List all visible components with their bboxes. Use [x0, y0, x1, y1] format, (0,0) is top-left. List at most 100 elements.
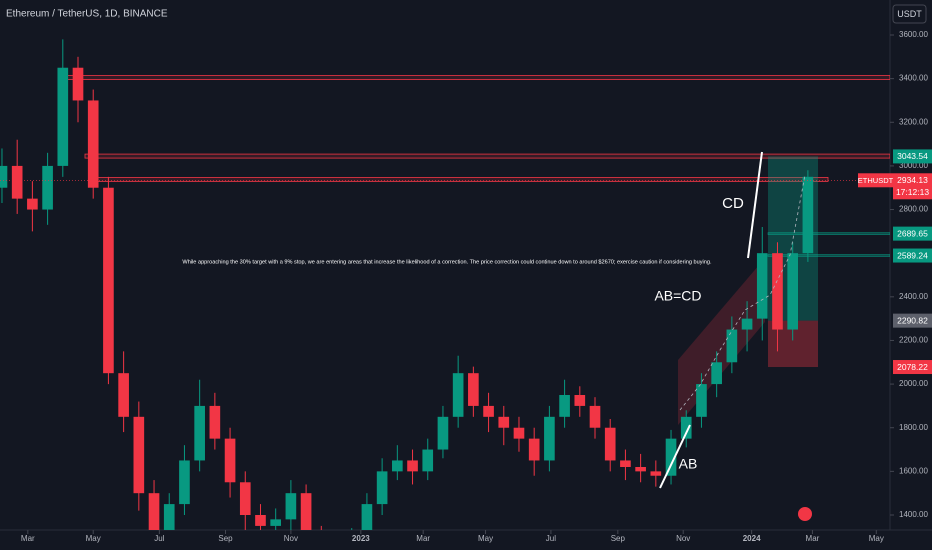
y-tick-label: 3200.00	[899, 117, 928, 126]
price-marker	[893, 149, 932, 164]
x-tick-label: Sep	[611, 534, 626, 543]
candle-body	[118, 373, 129, 417]
y-tick-label: 2400.00	[899, 292, 928, 301]
candle-body	[513, 427, 525, 439]
candle-body	[0, 165, 8, 188]
x-tick-label: May	[478, 534, 493, 543]
countdown: 17:12:13	[896, 187, 929, 197]
candle-body	[270, 519, 282, 526]
candle-body	[620, 460, 631, 467]
y-tick-label: 2000.00	[899, 379, 928, 388]
price-marker-label: 3043.54	[897, 151, 928, 161]
currency: USDT	[897, 9, 922, 19]
y-tick-label: 2800.00	[899, 205, 928, 214]
x-tick-label: Nov	[676, 534, 690, 543]
path-projection	[679, 174, 806, 411]
candle-body	[741, 318, 753, 330]
event-icon[interactable]	[798, 507, 812, 521]
x-tick-label: Mar	[416, 534, 430, 543]
price-marker	[893, 226, 932, 241]
candle-body	[361, 504, 373, 530]
price-marker	[893, 360, 932, 375]
level	[84, 153, 890, 159]
x-tick-label: Mar	[806, 534, 820, 543]
candle-body	[574, 395, 586, 406]
candle-body	[604, 427, 616, 461]
x-tick-label: May	[869, 534, 884, 543]
level	[64, 75, 890, 80]
price-marker	[893, 248, 932, 263]
candle-body	[285, 493, 297, 520]
candle-body	[300, 493, 312, 530]
candle-body	[133, 416, 145, 494]
annotation: CD	[722, 195, 744, 212]
candle-body	[665, 438, 677, 476]
candle-body	[498, 416, 510, 428]
candle-body	[635, 467, 646, 472]
y-tick-label: 2200.00	[899, 336, 928, 345]
candle-body	[528, 438, 540, 461]
candle-body	[787, 253, 799, 330]
y-tick-label: 3600.00	[899, 30, 928, 39]
x-tick-label: Jul	[546, 534, 556, 543]
candle-body	[559, 395, 570, 417]
level	[96, 177, 829, 182]
x-tick-label: Mar	[21, 534, 35, 543]
price-marker-label: 2078.22	[897, 362, 928, 372]
candle-body	[72, 67, 84, 101]
candle-body	[179, 460, 190, 505]
candle-body	[148, 493, 160, 530]
y-tick-label: 1400.00	[899, 510, 928, 519]
plot	[0, 39, 890, 530]
candle-body	[650, 471, 662, 476]
candle-body	[468, 373, 479, 406]
candle-body	[756, 253, 768, 319]
symbol: ETHUSDT	[858, 176, 894, 185]
note: While approaching the 30% target with a …	[182, 259, 712, 265]
candle-body	[772, 253, 783, 330]
candle-body	[42, 165, 53, 210]
last-price-box	[893, 173, 932, 200]
candle-body	[209, 405, 221, 439]
x-tick-label: May	[86, 534, 101, 543]
chart-title: Ethereum / TetherUS, 1D, BINANCE	[6, 9, 168, 20]
channel	[678, 258, 765, 425]
candle-body	[680, 416, 692, 439]
pattern-line	[659, 424, 691, 489]
price-marker-label: 2589.24	[897, 250, 928, 260]
candle-body	[27, 198, 38, 210]
candle-body	[544, 416, 555, 461]
candle-body	[407, 460, 418, 472]
candle-body	[194, 405, 205, 461]
annotation: AB=CD	[654, 288, 701, 304]
candle-body	[452, 373, 464, 417]
price-marker	[893, 313, 932, 328]
candle-body	[437, 416, 449, 450]
candle-body	[802, 176, 814, 254]
candle-body	[483, 405, 494, 417]
annotation: AB	[679, 456, 698, 472]
x-tick-label: Jul	[154, 534, 164, 543]
currency-box[interactable]	[892, 4, 927, 24]
x-tick-label: 2023	[352, 534, 370, 543]
x-tick-label: Nov	[284, 534, 298, 543]
y-tick-label: 1800.00	[899, 423, 928, 432]
x-tick-label: 2024	[743, 534, 761, 543]
candle-body	[422, 449, 434, 472]
candle-body	[239, 482, 251, 515]
y-tick-label: 1600.00	[899, 466, 928, 475]
candle-body	[711, 362, 722, 385]
candle-body	[87, 100, 99, 188]
y-tick-label: 3000.00	[899, 161, 928, 170]
symbol-box	[858, 173, 893, 188]
candle-body	[589, 405, 601, 428]
candle-body	[376, 471, 388, 505]
candle-body	[224, 438, 236, 483]
candle-body	[392, 460, 403, 472]
candle-body	[163, 504, 175, 530]
candle-body	[103, 187, 114, 374]
target-line	[767, 254, 890, 257]
pattern-line	[747, 151, 763, 259]
last-price: 2934.13	[897, 175, 928, 185]
